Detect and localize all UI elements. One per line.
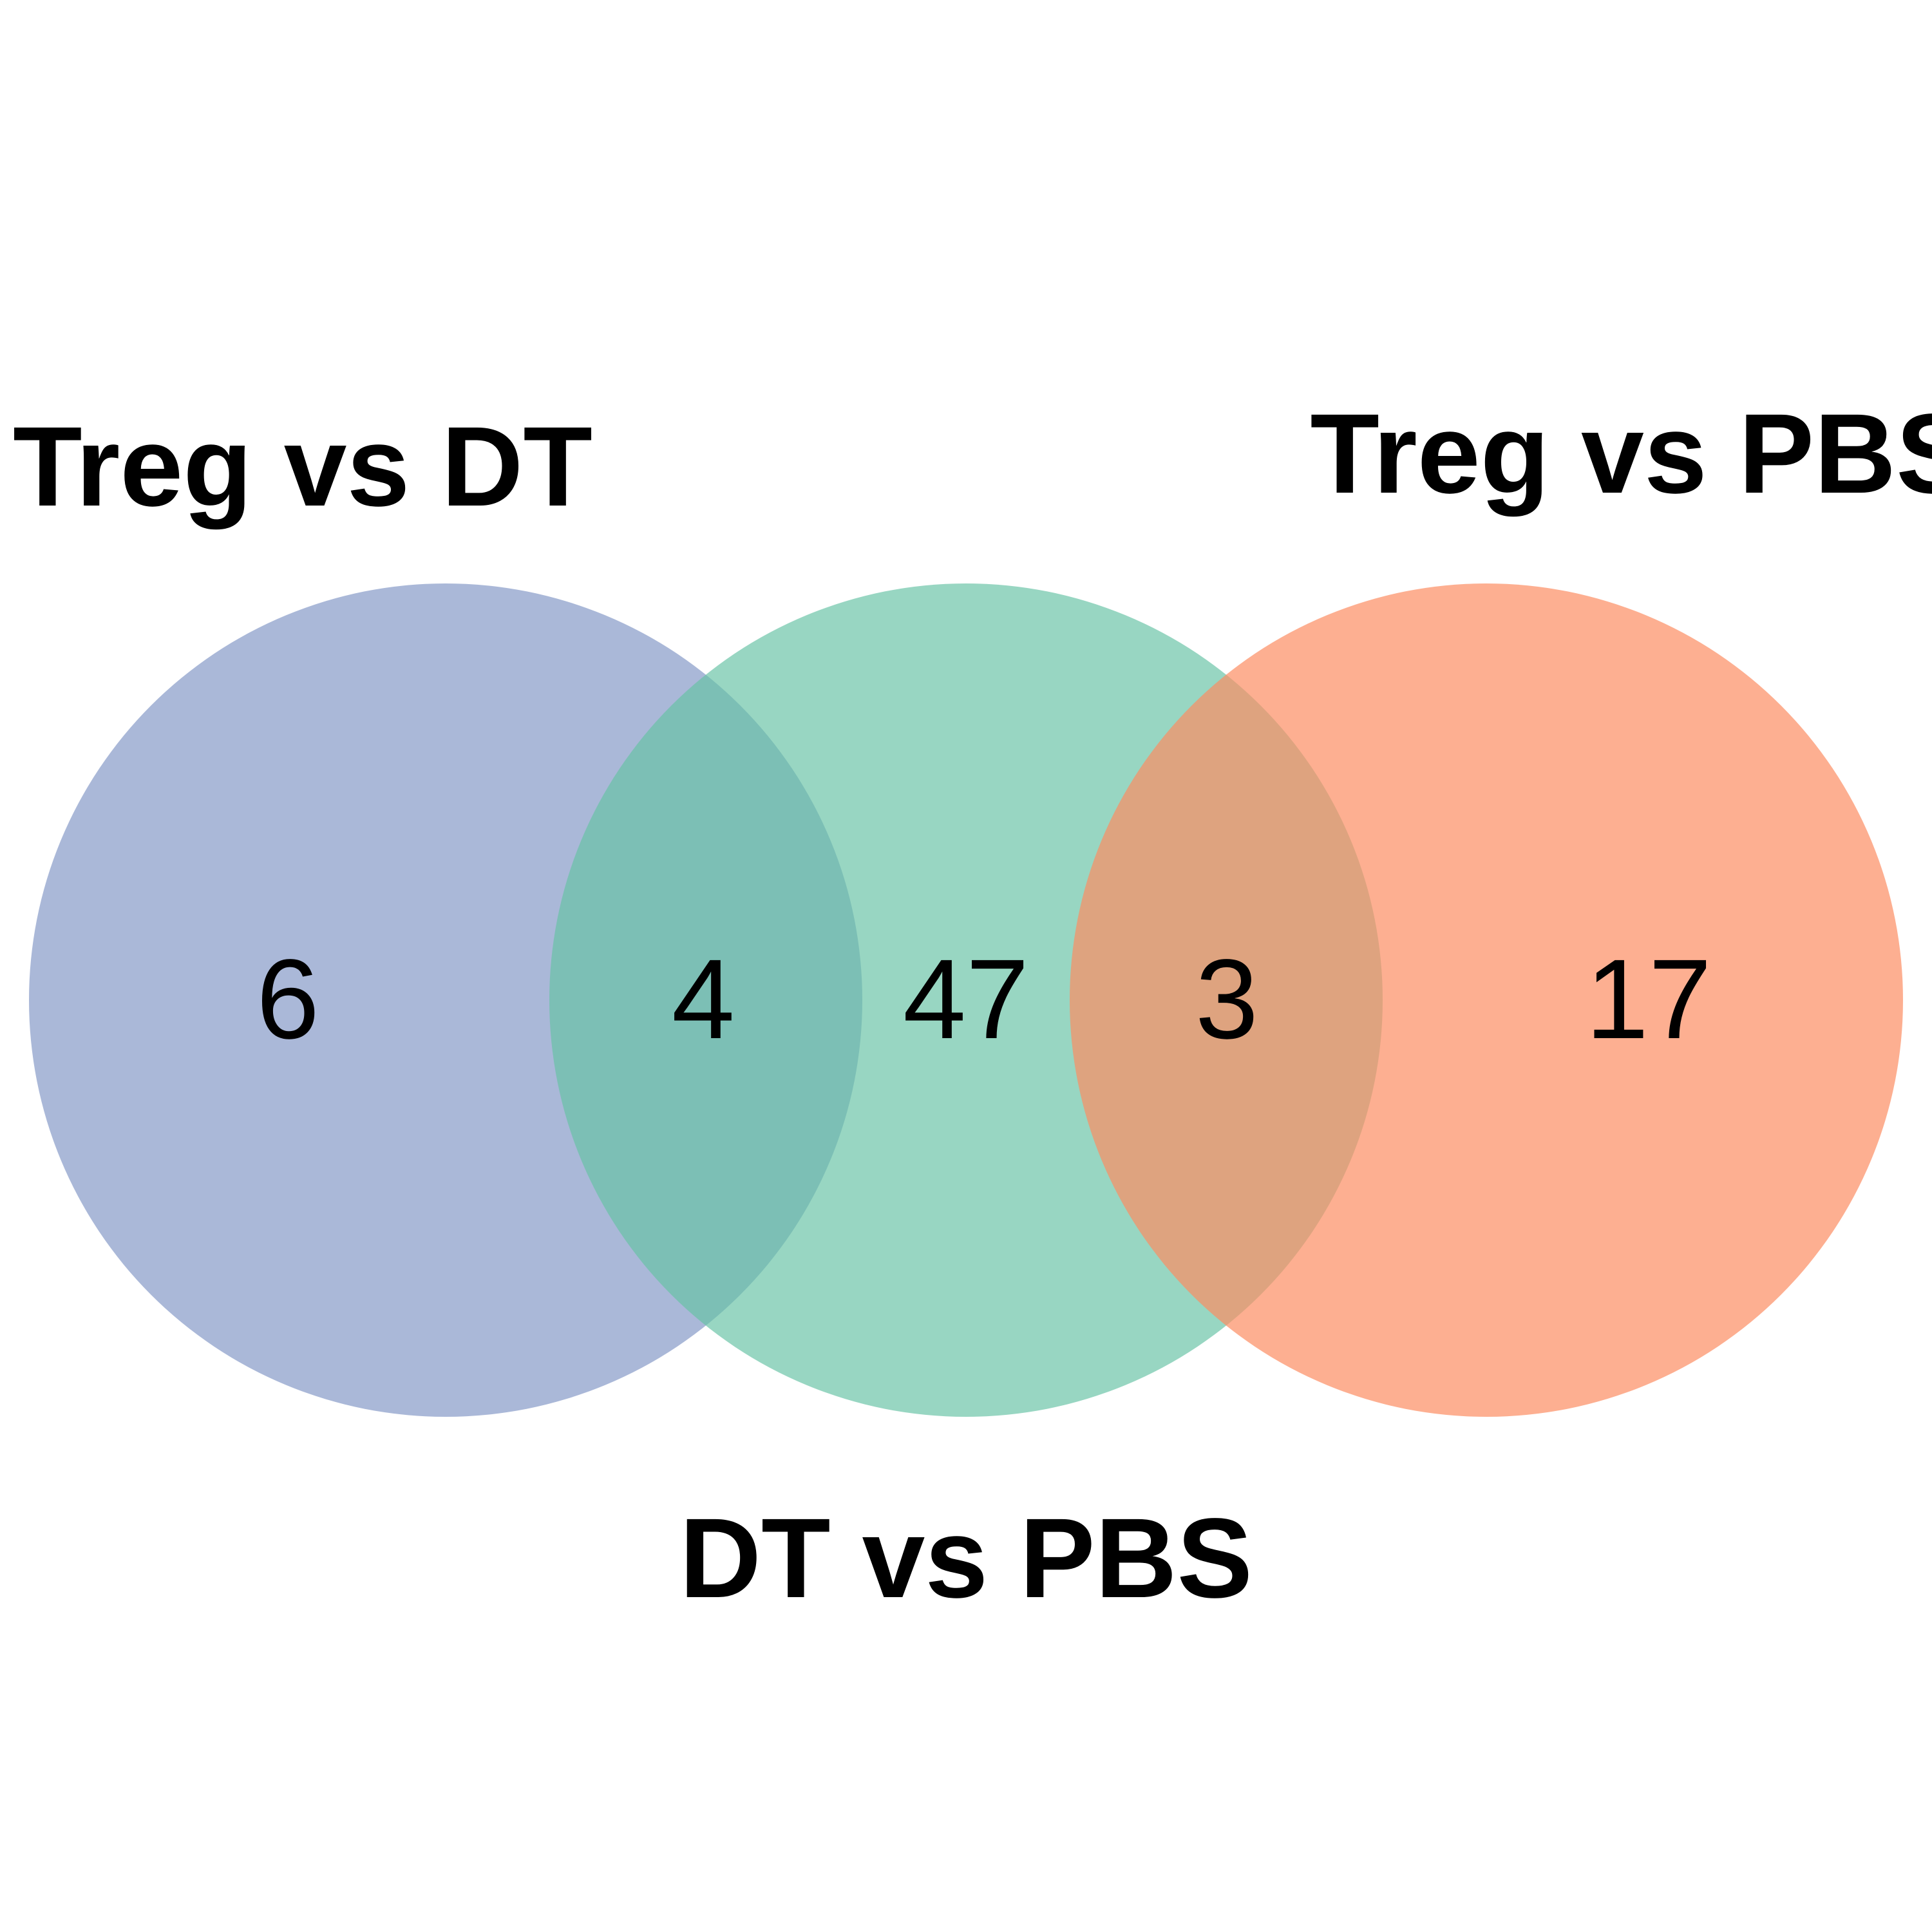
set-label-dt-vs-pbs: DT vs PBS	[679, 1495, 1253, 1622]
region-count-treg-vs-pbs-only: 17	[1586, 936, 1712, 1063]
set-label-treg-vs-dt: Treg vs DT	[13, 404, 592, 530]
region-count-treg-vs-dt-only: 6	[256, 936, 319, 1063]
region-count-dt-vs-pbs-only: 47	[903, 936, 1029, 1063]
region-count-dt-vs-pbs-and-treg-vs-pbs: 3	[1195, 936, 1258, 1063]
region-count-treg-vs-dt-and-dt-vs-pbs: 4	[672, 936, 735, 1063]
set-label-treg-vs-pbs: Treg vs PBS	[1310, 391, 1932, 517]
set-circle-treg-vs-pbs	[1070, 583, 1903, 1417]
